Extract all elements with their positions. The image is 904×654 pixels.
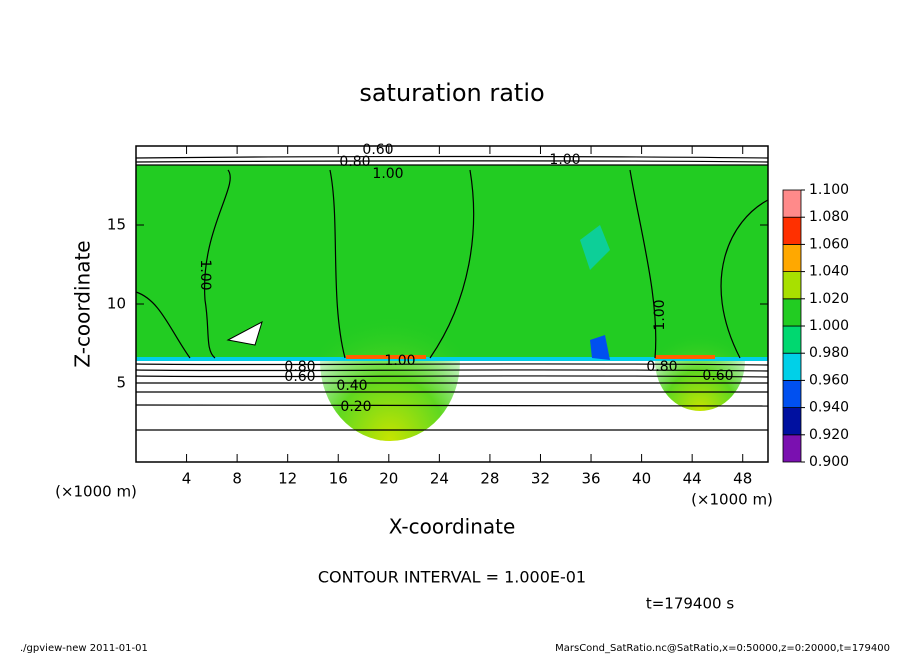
colorbar-label: 1.060	[809, 236, 849, 252]
colorbar-band	[782, 271, 802, 300]
colorbar-label: 0.980	[809, 345, 849, 361]
x-tick-label: 24	[430, 470, 449, 488]
contour-label: 1.00	[197, 259, 213, 290]
colorbar-band	[782, 407, 802, 436]
contour-interval: CONTOUR INTERVAL = 1.000E-01	[318, 568, 586, 587]
colorbar-band	[782, 216, 802, 245]
colorbar-band	[782, 189, 802, 218]
colorbar-band	[782, 352, 802, 381]
contour-label: 0.60	[702, 368, 733, 384]
x-tick-label: 44	[683, 470, 702, 488]
footer-left: ./gpview-new 2011-01-01	[20, 643, 148, 654]
colorbar-band	[782, 434, 802, 463]
x-tick-label: 48	[733, 470, 752, 488]
colorbar-label: 1.100	[809, 182, 849, 198]
y-tick-label: 5	[116, 374, 126, 392]
contour-label: 0.80	[284, 359, 315, 375]
colorbar-band	[782, 325, 802, 354]
x-unit: (×1000 m)	[691, 491, 773, 509]
field	[135, 155, 769, 441]
x-tick-label: 4	[182, 470, 192, 488]
contour-label: 0.80	[339, 154, 370, 170]
contour-label: 1.00	[549, 152, 580, 168]
colorbar-band	[782, 298, 802, 327]
contour-label: 1.00	[384, 353, 415, 369]
time-label: t=179400 s	[646, 595, 734, 613]
colorbar-label: 1.000	[809, 318, 849, 334]
y-tick-label: 10	[107, 295, 126, 313]
contour-label: 0.60	[362, 142, 393, 158]
contour-label: 0.20	[340, 399, 371, 415]
contour-label: 1.00	[652, 299, 668, 330]
x-tick-label: 28	[480, 470, 499, 488]
colorbar-label: 0.940	[809, 400, 849, 416]
x-tick-label: 32	[531, 470, 550, 488]
chart-title: saturation ratio	[359, 79, 544, 107]
colorbar-band	[782, 243, 802, 272]
x-tick-label: 16	[329, 470, 348, 488]
x-tick-label: 20	[379, 470, 398, 488]
x-tick-label: 36	[581, 470, 600, 488]
contour-label: 0.40	[336, 378, 367, 394]
x-tick-label: 40	[632, 470, 651, 488]
colorbar-label: 1.080	[809, 209, 849, 225]
contour-label: 1.00	[372, 166, 403, 182]
contour-label: 0.60	[284, 369, 315, 385]
y-tick-label: 15	[107, 216, 126, 234]
footer-right: MarsCond_SatRatio.nc@SatRatio,x=0:50000,…	[555, 643, 890, 654]
y-axis-label: Z-coordinate	[71, 240, 95, 367]
x-tick-label: 8	[232, 470, 242, 488]
colorbar-label: 1.040	[809, 264, 849, 280]
colorbar-label: 0.920	[809, 427, 849, 443]
y-unit: (×1000 m)	[55, 483, 137, 501]
colorbar-band	[782, 379, 802, 408]
x-tick-label: 12	[278, 470, 297, 488]
colorbar-label: 0.900	[809, 454, 849, 470]
colorbar-label: 1.020	[809, 291, 849, 307]
contour-label: 0.80	[646, 359, 677, 375]
x-axis-label: X-coordinate	[389, 515, 516, 539]
colorbar-label: 0.960	[809, 372, 849, 388]
